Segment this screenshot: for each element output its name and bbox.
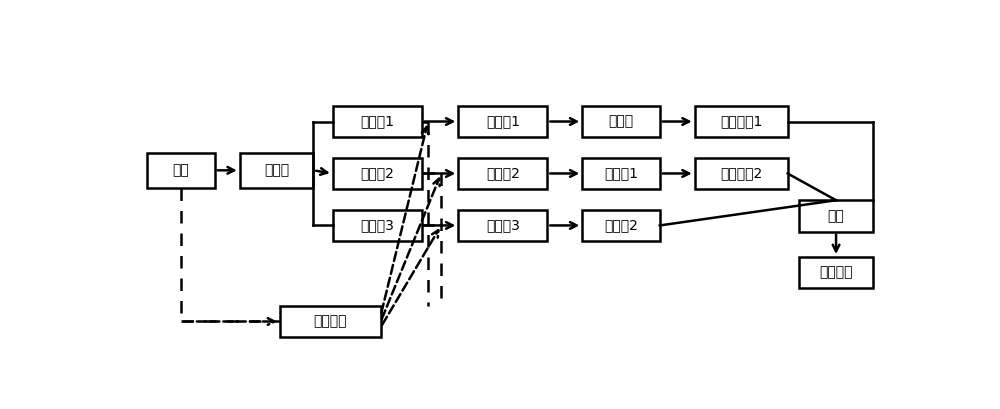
Text: 样品: 样品: [828, 209, 844, 223]
Text: 探测光2: 探测光2: [604, 218, 638, 232]
Text: 分束器: 分束器: [264, 163, 289, 178]
Text: 调制器1: 调制器1: [360, 115, 394, 128]
Text: 探测光1: 探测光1: [604, 166, 638, 180]
FancyBboxPatch shape: [147, 153, 215, 188]
Text: 电子延时: 电子延时: [314, 315, 347, 328]
FancyBboxPatch shape: [280, 306, 381, 337]
FancyBboxPatch shape: [582, 210, 660, 241]
FancyBboxPatch shape: [695, 106, 788, 137]
FancyBboxPatch shape: [333, 106, 422, 137]
Text: 光学延时2: 光学延时2: [720, 166, 762, 180]
Text: 数据采集: 数据采集: [819, 266, 853, 280]
FancyBboxPatch shape: [582, 106, 660, 137]
FancyBboxPatch shape: [582, 158, 660, 189]
Text: 光源: 光源: [172, 163, 189, 178]
Text: 放大器3: 放大器3: [486, 218, 520, 232]
Text: 调制器2: 调制器2: [360, 166, 394, 180]
FancyBboxPatch shape: [458, 210, 547, 241]
FancyBboxPatch shape: [333, 210, 422, 241]
FancyBboxPatch shape: [695, 158, 788, 189]
FancyBboxPatch shape: [458, 158, 547, 189]
Text: 光学延时1: 光学延时1: [720, 115, 762, 128]
FancyBboxPatch shape: [458, 106, 547, 137]
FancyBboxPatch shape: [799, 257, 873, 288]
FancyBboxPatch shape: [240, 153, 313, 188]
FancyBboxPatch shape: [799, 200, 873, 232]
Text: 泵浦光: 泵浦光: [608, 115, 634, 128]
Text: 放大器1: 放大器1: [486, 115, 520, 128]
FancyBboxPatch shape: [333, 158, 422, 189]
Text: 放大器2: 放大器2: [486, 166, 520, 180]
Text: 调制器3: 调制器3: [360, 218, 394, 232]
